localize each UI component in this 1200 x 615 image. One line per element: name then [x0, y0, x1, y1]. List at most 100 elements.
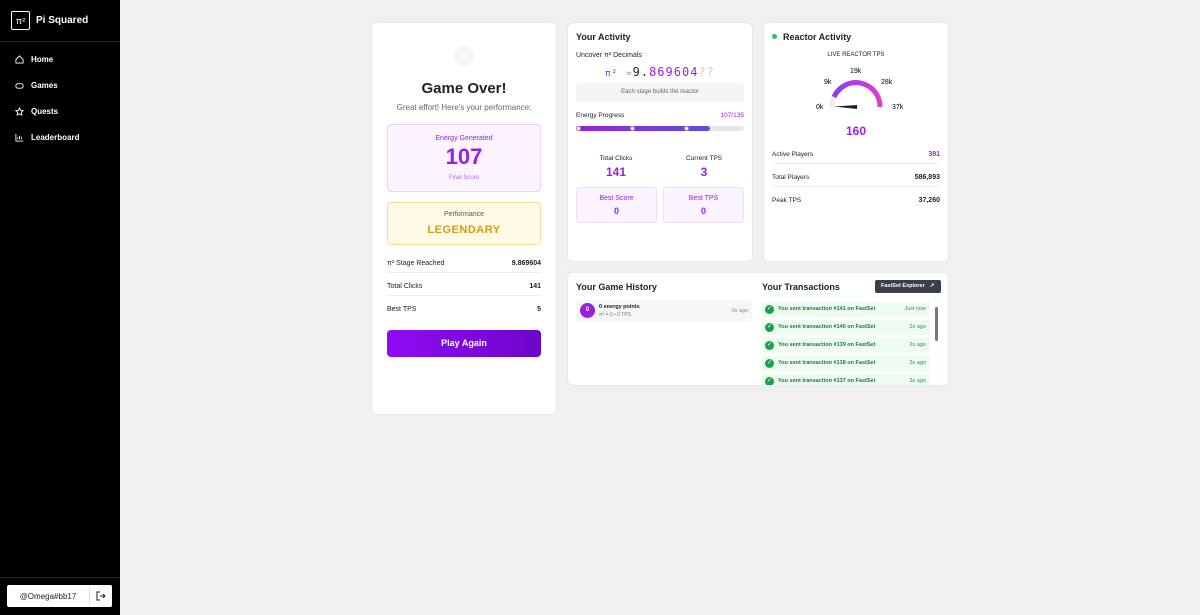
label: π² Stage Reached — [387, 260, 445, 267]
integer: 9 — [632, 65, 641, 79]
label: Energy Generated — [435, 135, 493, 142]
gauge-value: 160 — [845, 124, 867, 138]
value: 107/135 — [720, 112, 745, 119]
transaction-text: You sent transaction #140 on FastSet — [778, 324, 876, 330]
check-icon: ✓ — [765, 341, 774, 350]
stat-row: Best TPS 5 — [387, 306, 541, 318]
value: 3 — [700, 165, 708, 179]
energy-box: Energy Generated 107 Final Score — [387, 124, 541, 192]
value: 141 — [605, 165, 627, 179]
stat-row: Total Players 586,893 — [772, 174, 940, 187]
transaction-item: ✓ You sent transaction #141 on FastSet Jus… — [762, 302, 930, 317]
transaction-text: You sent transaction #137 on FastSet — [778, 378, 876, 384]
value: 0 — [700, 206, 706, 216]
stat-row: Active Players 391 — [772, 151, 940, 164]
gauge-label: LIVE REACTOR TPS — [827, 52, 885, 58]
transaction-time: 3s ago — [909, 360, 926, 366]
title: Your Game History — [576, 282, 657, 292]
play-again-button[interactable]: Play Again — [387, 330, 541, 357]
item-title: 0 energy points — [599, 304, 640, 310]
gauge-tick: 28k — [881, 79, 893, 86]
title: Game Over! — [421, 80, 507, 97]
user-name: @Omega#bb17 — [19, 592, 77, 601]
history-transactions-card: Your Game History 0 0 energy points π² =… — [568, 273, 948, 385]
transaction-list: ✓ You sent transaction #141 on FastSet Jus… — [762, 299, 930, 385]
logout-icon[interactable] — [96, 591, 106, 601]
nav-label: Leaderboard — [31, 133, 80, 142]
title: Your Transactions — [762, 282, 840, 292]
gauge-tick: 19k — [850, 68, 862, 75]
nav-quests[interactable]: Quests — [15, 107, 58, 116]
transaction-text: You sent transaction #141 on FastSet — [778, 306, 876, 312]
transaction-text: You sent transaction #138 on FastSet — [778, 360, 876, 366]
gauge-tick: 0k — [816, 104, 824, 111]
stat-row: Total Clicks 141 — [387, 283, 541, 296]
label: Total Players — [772, 174, 810, 181]
nav-label: Games — [31, 81, 58, 90]
nav-home[interactable]: Home — [15, 55, 53, 64]
activity-card: Your Activity Uncover π² Decimals π² =9.… — [568, 23, 752, 261]
check-icon: ✓ — [765, 359, 774, 368]
check-icon: ✓ — [765, 377, 774, 385]
unknown: ?? — [698, 65, 715, 79]
best-box: Best Score 0 — [576, 187, 657, 223]
gauge-tick: 37k — [892, 104, 904, 111]
label: Peak TPS — [772, 197, 802, 204]
symbol: π² — [605, 69, 618, 79]
transaction-time: Just now — [904, 306, 926, 312]
label: Best TPS — [387, 306, 417, 313]
best-box: Best TPS 0 — [663, 187, 744, 223]
value: 0 — [613, 206, 619, 216]
title: Your Activity — [576, 32, 631, 42]
button-label: FastSet Explorer — [881, 283, 925, 289]
transaction-text: You sent transaction #139 on FastSet — [778, 342, 876, 348]
badge: 0 — [580, 303, 595, 318]
reactor-card: Reactor Activity LIVE REACTOR TPS 0k 9k … — [764, 23, 948, 261]
explorer-button[interactable]: FastSet Explorer ↗ — [875, 280, 941, 293]
value: 586,893 — [914, 174, 940, 181]
stat-row: π² Stage Reached 9.869604 — [387, 260, 541, 273]
digits: 869604 — [649, 65, 699, 79]
nav-label: Home — [31, 55, 54, 64]
nav-games[interactable]: Games — [15, 81, 58, 90]
value: 107 — [445, 144, 483, 169]
label: Uncover π² Decimals — [576, 52, 642, 59]
gauge: 0k 9k 19k 28k 37k — [816, 68, 904, 111]
item-time: 0s ago — [731, 308, 748, 314]
transaction-item: ✓ You sent transaction #140 on FastSet 2s … — [762, 320, 930, 335]
nav-leaderboard[interactable]: Leaderboard — [15, 133, 79, 142]
value: LEGENDARY — [427, 224, 501, 236]
transaction-time: 3s ago — [909, 378, 926, 384]
brand-name: Pi Squared — [36, 15, 89, 26]
transaction-item: ✓ You sent transaction #137 on FastSet 3s … — [762, 374, 930, 385]
title: Reactor Activity — [783, 32, 852, 42]
hint: Each stage builds the reactor — [576, 83, 744, 102]
value: 5 — [537, 306, 541, 313]
nav-label: Quests — [31, 107, 59, 116]
transaction-time: 2s ago — [909, 342, 926, 348]
stat-row: Peak TPS 37,260 — [772, 197, 940, 209]
gauge-tick: 9k — [824, 79, 832, 86]
transaction-item: ✓ You sent transaction #139 on FastSet 2s … — [762, 338, 930, 353]
point: . — [640, 65, 650, 79]
label: Best TPS — [688, 195, 719, 202]
progress-bar — [576, 126, 744, 131]
transaction-item: ✓ You sent transaction #138 on FastSet 3s … — [762, 356, 930, 371]
equals: = — [626, 69, 633, 79]
label: Current TPS — [685, 155, 722, 162]
history-item: 0 0 energy points π² = 0 • 0 TPS 0s ago — [576, 300, 752, 322]
subtitle: Great effort! Here's your performance: — [396, 103, 532, 112]
check-icon: ✓ — [765, 305, 774, 314]
label: Active Players — [772, 151, 814, 158]
value: 391 — [928, 151, 940, 158]
label: Energy Progress — [576, 112, 625, 119]
label: Performance — [443, 211, 485, 218]
label: Best Score — [599, 195, 634, 202]
check-icon: ✓ — [765, 323, 774, 332]
item-detail: π² = 0 • 0 TPS — [599, 312, 632, 318]
scrollbar — [935, 307, 938, 341]
value: 37,260 — [918, 197, 940, 204]
caption: Final Score — [448, 175, 480, 181]
formula: π² =9.869604?? — [568, 65, 752, 79]
label: Total Clicks — [387, 283, 423, 290]
